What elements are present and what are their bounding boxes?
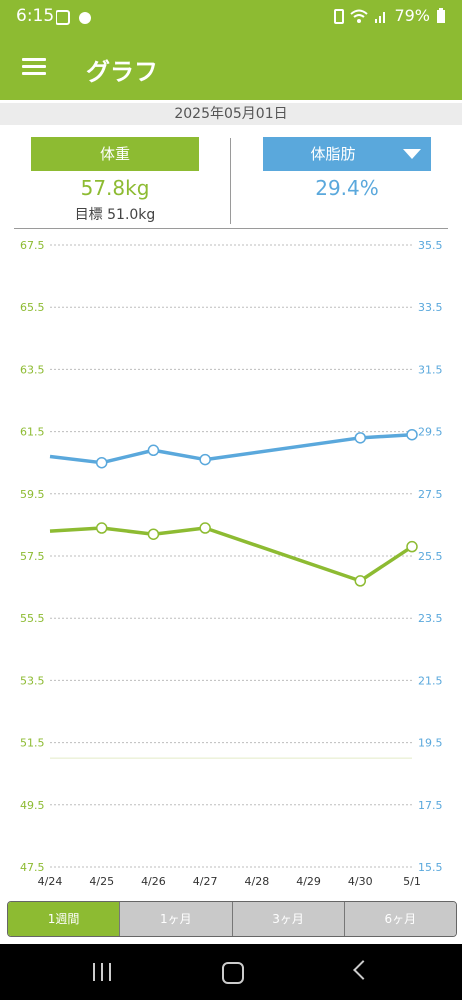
weight-series-line [49,526,413,583]
y-right-tick-label: 29.5 [418,426,443,439]
x-tick-label: 4/26 [141,875,166,888]
y-left-tick-label: 63.5 [20,363,45,376]
y-right-tick-label: 33.5 [418,301,443,314]
hamburger-menu-icon[interactable] [22,58,46,76]
app-bar: グラフ [0,34,462,100]
system-nav-bar [0,944,462,1000]
battery-saver-icon [334,8,345,24]
weight-data-point [406,540,418,553]
y-left-tick-label: 55.5 [20,612,45,625]
y-right-tick-label: 15.5 [418,861,443,874]
header-divider [14,228,448,229]
recent-apps-icon[interactable] [93,963,113,981]
home-icon[interactable] [222,962,244,984]
body-fat-value: 29.4% [315,176,379,200]
y-right-tick-label: 21.5 [418,674,443,687]
y-left-tick-label: 49.5 [20,799,45,812]
body-fat-dropdown[interactable]: 体脂肪 [263,137,431,171]
x-tick-label: 4/25 [89,875,114,888]
weight-data-point [199,522,211,534]
battery-percent: 79% [394,6,430,25]
status-right: 79% [334,6,446,25]
x-tick-label: 4/28 [245,875,270,888]
y-left-tick-label: 61.5 [20,426,45,439]
back-icon[interactable] [353,960,373,980]
notification-icons [56,10,91,25]
y-left-tick-label: 67.5 [20,239,45,252]
y-right-tick-label: 25.5 [418,550,443,563]
y-left-tick-label: 51.5 [20,737,45,750]
x-tick-label: 4/27 [193,875,218,888]
y-left-tick-label: 59.5 [20,488,45,501]
battery-icon [437,7,445,23]
bodyfat-data-point [354,432,367,444]
goal-weight: 目標 51.0kg [74,207,156,223]
bodyfat-data-point [199,453,211,466]
weight-button[interactable]: 体重 [31,137,199,171]
weight-value: 57.8kg [80,176,150,200]
date-label: 2025年05月01日 [0,103,462,125]
weight-data-point [95,522,108,534]
dropdown-arrow-icon [403,149,421,159]
y-right-tick-label: 17.5 [418,799,443,812]
status-bar: 6:15 79% [0,0,462,34]
y-right-tick-label: 31.5 [418,363,443,376]
body-fat-label: 体脂肪 [310,145,356,163]
page-title: グラフ [86,58,158,86]
signal-icon [375,11,386,23]
y-left-tick-label: 57.5 [20,550,45,563]
tab-1-week[interactable]: 1週間 [8,902,121,936]
status-time: 6:15 [16,6,55,26]
y-left-tick-label: 65.5 [20,301,45,314]
weight-bodyfat-chart: 67.5 35.5 65.5 33.5 63.5 31.5 61.5 29.5 59.5 27.5… [20,239,443,888]
flower-icon [79,12,91,24]
y-right-tick-label: 23.5 [418,612,443,625]
tab-6-months[interactable]: 6ヶ月 [344,902,456,936]
period-tabs: 1週間 1ヶ月 3ヶ月 6ヶ月 [7,901,457,937]
y-right-tick-label: 35.5 [418,239,443,252]
x-tick-label: 4/24 [38,875,63,888]
tab-1-month[interactable]: 1ヶ月 [120,902,233,936]
metric-divider [230,138,231,224]
bodyfat-data-point [95,456,108,469]
tab-3-months[interactable]: 3ヶ月 [232,902,345,936]
weight-data-point [147,528,160,540]
gallery-icon [56,10,70,25]
wifi-icon [350,9,369,23]
bodyfat-data-point [147,444,160,457]
y-left-tick-label: 47.5 [20,861,45,874]
y-right-tick-label: 19.5 [418,737,443,750]
bodyfat-series-line [49,432,413,465]
y-left-tick-label: 53.5 [20,674,45,687]
y-right-tick-label: 27.5 [418,488,443,501]
x-tick-label: 4/30 [348,875,373,888]
x-tick-label: 4/29 [296,875,321,888]
bodyfat-data-point [406,428,418,441]
weight-data-point [354,575,367,587]
x-tick-label: 5/1 [403,875,421,888]
